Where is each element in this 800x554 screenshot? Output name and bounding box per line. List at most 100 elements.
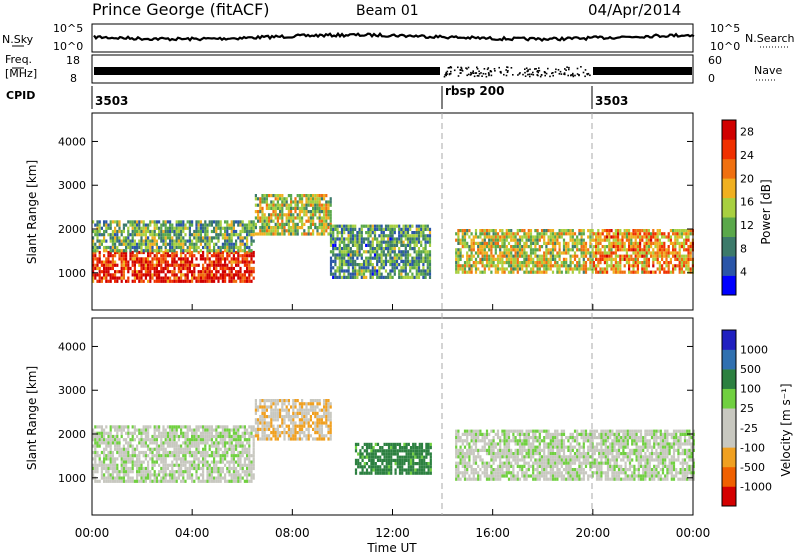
- heatmap-cell: [149, 263, 152, 267]
- heatmap-cell: [683, 238, 686, 242]
- heatmap-cell: [584, 254, 588, 258]
- freq-dot: [488, 73, 490, 75]
- heatmap-cell: [204, 428, 207, 432]
- heatmap-cell: [92, 239, 95, 243]
- heatmap-cell: [162, 236, 165, 240]
- heatmap-cell: [219, 266, 222, 271]
- heatmap-cell: [122, 270, 125, 274]
- heatmap-cell: [349, 227, 352, 231]
- heatmap-cell: [320, 424, 323, 428]
- heatmap-cell: [514, 264, 517, 268]
- heatmap-cell: [105, 226, 108, 230]
- heatmap-cell: [173, 457, 176, 461]
- heatmap-cell: [147, 438, 150, 442]
- heatmap-cell: [107, 260, 110, 264]
- heatmap-cell: [345, 275, 348, 279]
- heatmap-cell: [109, 263, 112, 267]
- heatmap-cell: [608, 264, 611, 268]
- heatmap-cell: [122, 266, 125, 271]
- heatmap-cell: [188, 441, 191, 445]
- heatmap-cell: [683, 248, 686, 252]
- heatmap-cell: [98, 431, 101, 435]
- heatmap-cell: [177, 425, 180, 429]
- heatmap-cell: [512, 232, 515, 236]
- heatmap-cell: [658, 248, 661, 252]
- heatmap-cell: [323, 408, 326, 412]
- heatmap-cell: [494, 264, 497, 268]
- heatmap-cell: [459, 251, 462, 255]
- heatmap-cell: [274, 229, 277, 233]
- freq-band-rbsp: [443, 66, 591, 78]
- heatmap-cell: [290, 219, 293, 223]
- heatmap-cell: [103, 260, 106, 264]
- heatmap-cell: [545, 261, 548, 265]
- heatmap-cell: [105, 257, 108, 261]
- heatmap-cell: [667, 238, 670, 242]
- heatmap-cell: [314, 222, 317, 226]
- heatmap-cell: [129, 257, 132, 261]
- heatmap-cell: [180, 273, 183, 277]
- heatmap-cell: [571, 270, 574, 274]
- heatmap-cell: [316, 399, 319, 403]
- heatmap-cell: [628, 232, 631, 236]
- heatmap-cell: [169, 470, 172, 474]
- heatmap-cell: [169, 444, 172, 448]
- heatmap-cell: [351, 259, 355, 263]
- heatmap-cell: [197, 245, 200, 250]
- heatmap-cell: [270, 219, 273, 223]
- heatmap-cell: [358, 253, 361, 257]
- heatmap-cell: [578, 264, 581, 268]
- heatmap-cell: [674, 245, 677, 249]
- heatmap-cell: [153, 470, 156, 474]
- heatmap-cell: [224, 226, 227, 230]
- heatmap-cell: [166, 266, 169, 271]
- heatmap-cell: [239, 233, 242, 237]
- heatmap-cell: [177, 444, 180, 448]
- heatmap-cell: [551, 270, 555, 274]
- heatmap-cell: [173, 479, 176, 483]
- heatmap-cell: [243, 444, 246, 448]
- heatmap-cell: [263, 415, 266, 419]
- heatmap-cell: [136, 245, 139, 250]
- heatmap-cell: [320, 210, 323, 214]
- heatmap-cell: [122, 273, 125, 277]
- heatmap-cell: [565, 251, 568, 255]
- heatmap-cell: [325, 408, 328, 412]
- heatmap-cell: [415, 240, 418, 244]
- heatmap-cell: [162, 479, 165, 483]
- heatmap-cell: [329, 263, 333, 267]
- heatmap-cell: [252, 447, 255, 451]
- heatmap-cell: [470, 251, 473, 255]
- heatmap-cell: [219, 447, 222, 451]
- freq-dot: [460, 72, 462, 74]
- heatmap-cell: [411, 237, 414, 241]
- heatmap-cell: [129, 242, 132, 246]
- heatmap-cell: [230, 270, 233, 274]
- heatmap-cell: [173, 263, 176, 267]
- heatmap-cell: [536, 264, 539, 268]
- heatmap-cell: [274, 415, 277, 419]
- heatmap-cell: [250, 460, 253, 464]
- heatmap-cell: [114, 276, 117, 280]
- heatmap-cell: [428, 237, 432, 241]
- heatmap-cell: [215, 266, 218, 271]
- heatmap-cell: [224, 270, 227, 274]
- heatmap-cell: [239, 460, 242, 464]
- heatmap-cell: [263, 405, 266, 409]
- heatmap-cell: [133, 254, 136, 258]
- heatmap-cell: [177, 457, 180, 461]
- heatmap-cell: [155, 441, 158, 445]
- heatmap-cell: [661, 241, 664, 245]
- heatmap-cell: [149, 249, 152, 253]
- heatmap-cell: [599, 257, 602, 261]
- heatmap-cell: [265, 226, 268, 230]
- heatmap-cell: [514, 241, 517, 245]
- heatmap-cell: [230, 266, 233, 271]
- heatmap-cell: [219, 233, 222, 237]
- heatmap-cell: [387, 250, 390, 254]
- heatmap-cell: [474, 235, 478, 239]
- heatmap-cell: [261, 405, 264, 409]
- heatmap-cell: [118, 428, 121, 432]
- heatmap-cell: [382, 250, 385, 254]
